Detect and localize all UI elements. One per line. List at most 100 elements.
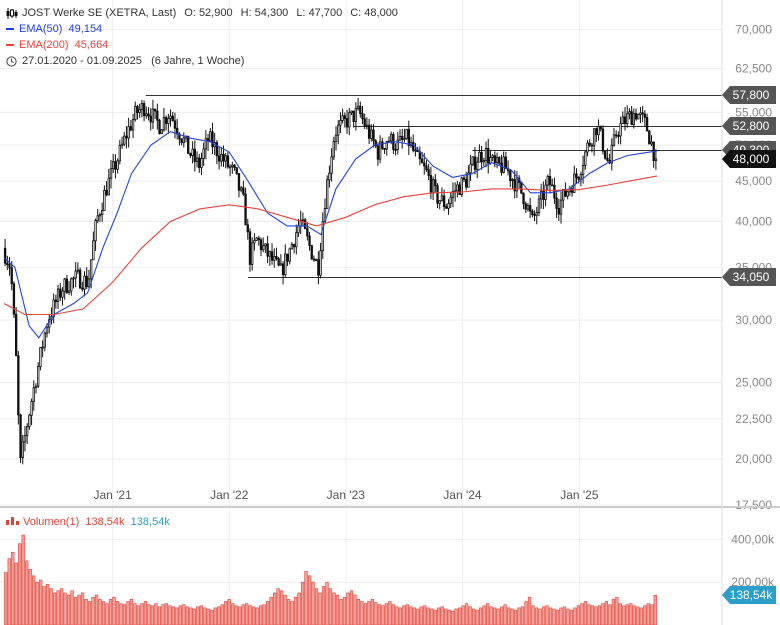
legend-ema200-row[interactable]: EMA(200) 45,664 bbox=[6, 37, 398, 53]
volume-bar bbox=[63, 592, 67, 625]
legend-ema50-row[interactable]: EMA(50) 49,154 bbox=[6, 21, 398, 37]
candle-body bbox=[385, 141, 388, 150]
candle-body bbox=[67, 290, 71, 293]
candle-body bbox=[478, 151, 481, 163]
candle-body bbox=[420, 158, 424, 164]
volume-bar bbox=[112, 596, 116, 625]
volume-bar bbox=[458, 607, 462, 625]
candle-body bbox=[414, 149, 417, 152]
candle-body bbox=[531, 210, 534, 215]
volume-bar bbox=[513, 609, 518, 625]
candle-body bbox=[586, 142, 589, 153]
volume-bar bbox=[91, 596, 95, 625]
volume-bar bbox=[56, 590, 60, 625]
candle-body bbox=[332, 141, 335, 158]
candle-body bbox=[449, 196, 452, 204]
candle-body bbox=[590, 144, 594, 147]
volume-bar bbox=[46, 584, 50, 625]
volume-bar bbox=[307, 575, 312, 625]
last-volume-badge: 138,54k bbox=[722, 586, 776, 604]
ema200-value: 45,664 bbox=[74, 39, 109, 51]
candle-body bbox=[389, 133, 393, 142]
volume-bar bbox=[405, 604, 409, 625]
volume-bar bbox=[416, 608, 420, 625]
volume-bar bbox=[454, 608, 458, 625]
candle-body bbox=[222, 153, 225, 162]
candle-body bbox=[204, 138, 208, 150]
volume-bar bbox=[541, 606, 546, 625]
candle-body bbox=[471, 156, 474, 165]
candle-body bbox=[81, 287, 84, 290]
candle-body bbox=[217, 155, 221, 162]
volume-bar bbox=[339, 599, 343, 625]
volume-bar bbox=[629, 603, 633, 625]
volume-bar bbox=[164, 603, 169, 625]
candle-body bbox=[383, 148, 386, 150]
candle-body bbox=[526, 205, 530, 210]
candle-body bbox=[23, 434, 27, 443]
candle-body bbox=[248, 231, 252, 265]
candle-body bbox=[281, 263, 285, 275]
volume-bars bbox=[4, 534, 657, 625]
volume-bar bbox=[286, 599, 291, 625]
volume-bar bbox=[73, 596, 78, 625]
candle-body bbox=[528, 205, 532, 212]
candle-body bbox=[125, 135, 128, 139]
candle-body bbox=[187, 135, 190, 154]
candle-body bbox=[628, 111, 631, 115]
time-axis-tick-label: Jan '21 bbox=[93, 488, 132, 502]
candle-body bbox=[239, 187, 243, 191]
candle-body bbox=[434, 179, 437, 187]
candle-body bbox=[630, 111, 633, 125]
volume-bar bbox=[80, 592, 85, 625]
volume-axis-tick-label: 200,00k bbox=[731, 575, 775, 589]
chart-grid bbox=[0, 0, 722, 625]
time-axis-tick-label: Jan '25 bbox=[560, 488, 599, 502]
volume-bar bbox=[196, 606, 200, 625]
volume-bar bbox=[650, 604, 654, 625]
volume-bar bbox=[32, 575, 36, 625]
volume-bar bbox=[318, 592, 322, 625]
candle-body bbox=[359, 105, 362, 115]
volume-bar bbox=[206, 608, 210, 625]
volume-bar bbox=[587, 604, 591, 625]
candle-body bbox=[500, 162, 503, 173]
candle-body bbox=[145, 113, 148, 117]
candle-body bbox=[237, 173, 241, 191]
candle-body bbox=[405, 128, 408, 139]
volume-bar bbox=[538, 608, 542, 625]
volume-bar bbox=[136, 605, 141, 625]
price-level-badge: 57,800 bbox=[722, 86, 776, 104]
volume-bar bbox=[349, 590, 354, 625]
volume-bar bbox=[245, 603, 249, 625]
candle-body bbox=[136, 106, 139, 113]
candle-body bbox=[301, 219, 305, 222]
price-level-badge-text: 57,800 bbox=[733, 88, 770, 102]
candle-body bbox=[273, 256, 276, 261]
candle-body bbox=[599, 125, 602, 130]
candle-body bbox=[321, 221, 324, 252]
ohlc-close-value: 48,000 bbox=[364, 7, 398, 19]
candle-body bbox=[224, 155, 227, 162]
candle-body bbox=[21, 441, 24, 459]
candle-body bbox=[206, 138, 210, 142]
ohlc-close-label: C: bbox=[350, 7, 362, 19]
candle-body bbox=[127, 126, 130, 139]
volume-bar bbox=[562, 606, 567, 625]
volume-bar bbox=[395, 606, 399, 625]
ema-lines bbox=[3, 130, 658, 339]
volume-bar bbox=[321, 586, 326, 625]
candle-body bbox=[246, 224, 249, 233]
candle-body bbox=[498, 156, 501, 164]
candle-body bbox=[306, 228, 309, 237]
candle-body bbox=[374, 140, 377, 147]
candle-body bbox=[112, 161, 115, 170]
volume-bar bbox=[157, 606, 162, 625]
volume-bar bbox=[625, 604, 629, 625]
candle-body bbox=[317, 259, 320, 276]
candle-body bbox=[566, 191, 569, 197]
candle-body bbox=[310, 245, 313, 260]
candle-body bbox=[253, 239, 256, 244]
price-axis-tick-label: 30,000 bbox=[735, 313, 772, 327]
